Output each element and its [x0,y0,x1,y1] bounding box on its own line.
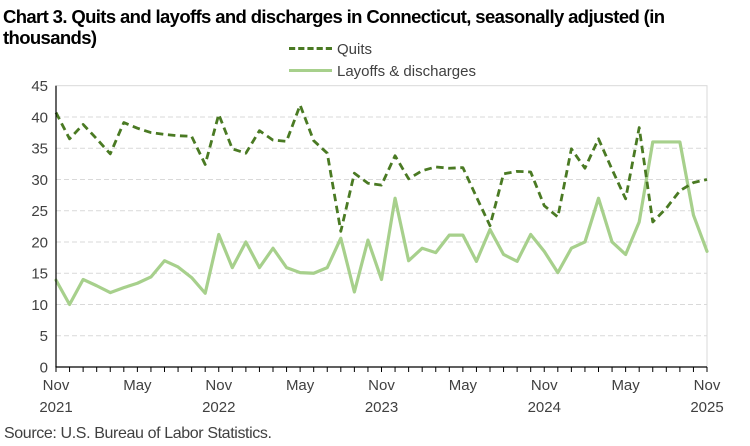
svg-text:35: 35 [31,141,48,158]
svg-text:2022: 2022 [202,399,235,416]
svg-text:Nov: Nov [205,377,232,394]
svg-text:May: May [286,377,315,394]
svg-text:May: May [611,377,640,394]
svg-text:40: 40 [31,109,48,126]
svg-text:20: 20 [31,234,48,251]
svg-text:Nov: Nov [531,377,558,394]
svg-text:5: 5 [40,328,48,345]
svg-text:45: 45 [31,78,48,95]
svg-text:May: May [449,377,478,394]
svg-text:May: May [123,377,152,394]
svg-text:2025: 2025 [690,399,723,416]
svg-text:Nov: Nov [694,377,721,394]
svg-text:10: 10 [31,297,48,314]
svg-text:25: 25 [31,203,48,220]
svg-text:30: 30 [31,172,48,189]
svg-text:Quits: Quits [337,41,372,58]
svg-text:2023: 2023 [365,399,398,416]
svg-text:Layoffs & discharges: Layoffs & discharges [337,63,476,80]
svg-text:2021: 2021 [39,399,72,416]
svg-text:0: 0 [40,360,48,377]
svg-text:Nov: Nov [43,377,70,394]
svg-text:15: 15 [31,266,48,283]
svg-text:2024: 2024 [528,399,561,416]
svg-text:Nov: Nov [368,377,395,394]
